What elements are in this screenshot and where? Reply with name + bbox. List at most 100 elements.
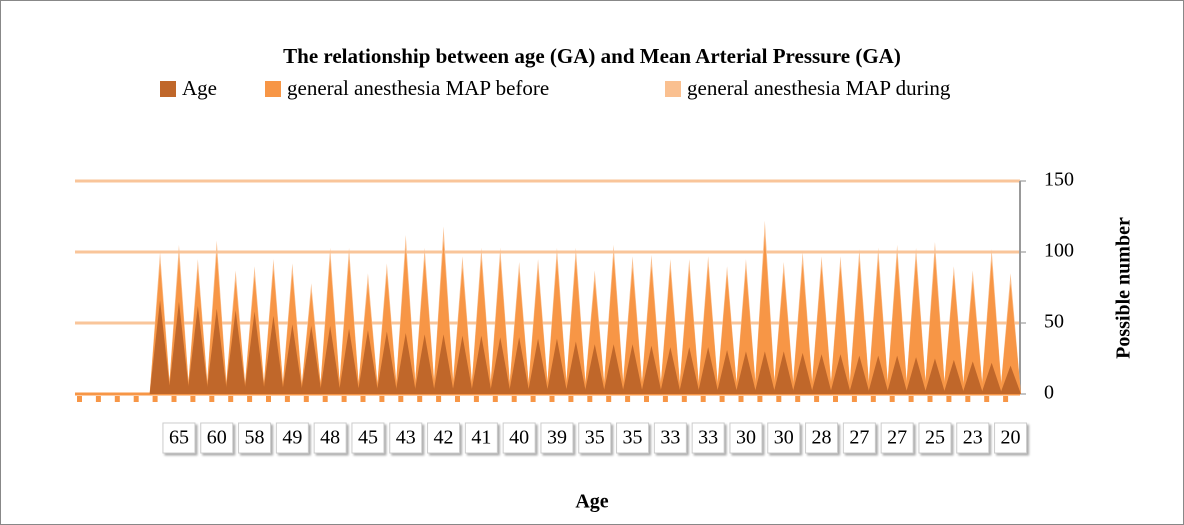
x-tick-label: 42 xyxy=(434,427,454,449)
x-tick xyxy=(114,396,120,402)
x-tick xyxy=(851,396,857,402)
x-tick-label: 20 xyxy=(1001,427,1021,449)
spike xyxy=(905,357,927,394)
x-tick-label: 28 xyxy=(812,427,832,449)
x-tick-label: 23 xyxy=(963,427,983,449)
spike xyxy=(433,240,454,394)
spike xyxy=(867,355,889,394)
x-label-box xyxy=(162,422,196,454)
x-tick xyxy=(965,396,971,402)
x-tick xyxy=(549,396,555,402)
x-tick xyxy=(776,396,782,402)
legend-swatch xyxy=(160,81,176,97)
x-label-box xyxy=(313,422,347,454)
spike xyxy=(830,354,851,394)
x-label-box xyxy=(464,422,498,454)
legend-label: general anesthesia MAP before xyxy=(287,76,549,100)
x-tick xyxy=(833,396,838,402)
spike xyxy=(754,234,776,394)
x-tick xyxy=(266,396,271,402)
x-tick xyxy=(77,396,82,402)
spike xyxy=(395,247,417,394)
x-tick-label: 35 xyxy=(585,427,605,449)
spike xyxy=(281,324,303,394)
spike xyxy=(659,269,681,394)
x-tick xyxy=(889,396,895,402)
spike xyxy=(981,362,1003,394)
x-tick xyxy=(870,396,876,402)
spike xyxy=(489,337,511,394)
spike xyxy=(168,301,190,394)
spike xyxy=(263,315,284,394)
spike xyxy=(1000,365,1021,394)
x-tick-label: 58 xyxy=(245,427,265,449)
x-label-box xyxy=(653,422,687,454)
x-tick xyxy=(681,396,687,402)
spike xyxy=(943,274,965,394)
spike xyxy=(848,260,870,394)
x-tick xyxy=(1003,396,1009,402)
x-tick xyxy=(662,396,668,402)
x-tick xyxy=(719,396,725,402)
x-label-box xyxy=(427,422,461,454)
spike xyxy=(886,355,908,394)
spike xyxy=(1000,283,1021,394)
x-tick-label: 33 xyxy=(698,427,718,449)
spike xyxy=(319,325,341,394)
spike xyxy=(338,328,360,394)
spike xyxy=(678,347,700,394)
spike xyxy=(584,280,606,394)
x-tick xyxy=(284,396,290,402)
x-tick-label: 45 xyxy=(358,427,378,449)
x-label-box xyxy=(842,422,876,454)
spike xyxy=(452,267,473,394)
x-tick xyxy=(984,396,990,402)
spike xyxy=(395,332,417,394)
spike xyxy=(981,260,1003,394)
spike xyxy=(414,334,436,394)
spike xyxy=(489,259,511,394)
spike xyxy=(433,334,454,394)
x-tick xyxy=(360,396,366,402)
x-tick xyxy=(209,396,215,402)
x-label-box xyxy=(616,422,650,454)
spike xyxy=(300,325,322,394)
x-tick xyxy=(152,396,158,402)
spike xyxy=(565,259,587,394)
x-tick xyxy=(511,396,517,402)
x-tick-label: 30 xyxy=(774,427,794,449)
x-tick xyxy=(133,396,139,402)
spike xyxy=(735,269,757,394)
chart-title: The relationship between age (GA) and Me… xyxy=(283,44,901,68)
x-tick-label: 27 xyxy=(849,427,869,449)
x-tick-label: 49 xyxy=(282,427,302,449)
spike xyxy=(470,259,492,394)
x-tick-label: 33 xyxy=(660,427,680,449)
x-tick xyxy=(322,396,328,402)
x-tick-label: 27 xyxy=(887,427,907,449)
spike xyxy=(225,310,247,394)
spike xyxy=(584,344,606,394)
spike xyxy=(452,335,473,394)
x-tick xyxy=(341,396,347,402)
spike xyxy=(716,274,738,394)
x-tick xyxy=(625,396,631,402)
spike xyxy=(546,338,568,394)
x-tick xyxy=(398,396,404,402)
x-tick xyxy=(757,396,763,402)
legend-label: general anesthesia MAP during xyxy=(687,76,951,100)
spike xyxy=(924,254,946,394)
x-label-box xyxy=(389,422,423,454)
spike xyxy=(697,266,719,394)
x-tick xyxy=(568,396,574,402)
spike xyxy=(811,354,832,394)
spike xyxy=(792,263,814,394)
x-tick xyxy=(379,396,385,402)
x-label-box xyxy=(578,422,612,454)
x-label-box xyxy=(351,422,385,454)
x-tick xyxy=(247,396,253,402)
spike xyxy=(206,308,228,394)
spike xyxy=(754,351,776,394)
spike xyxy=(508,271,530,394)
